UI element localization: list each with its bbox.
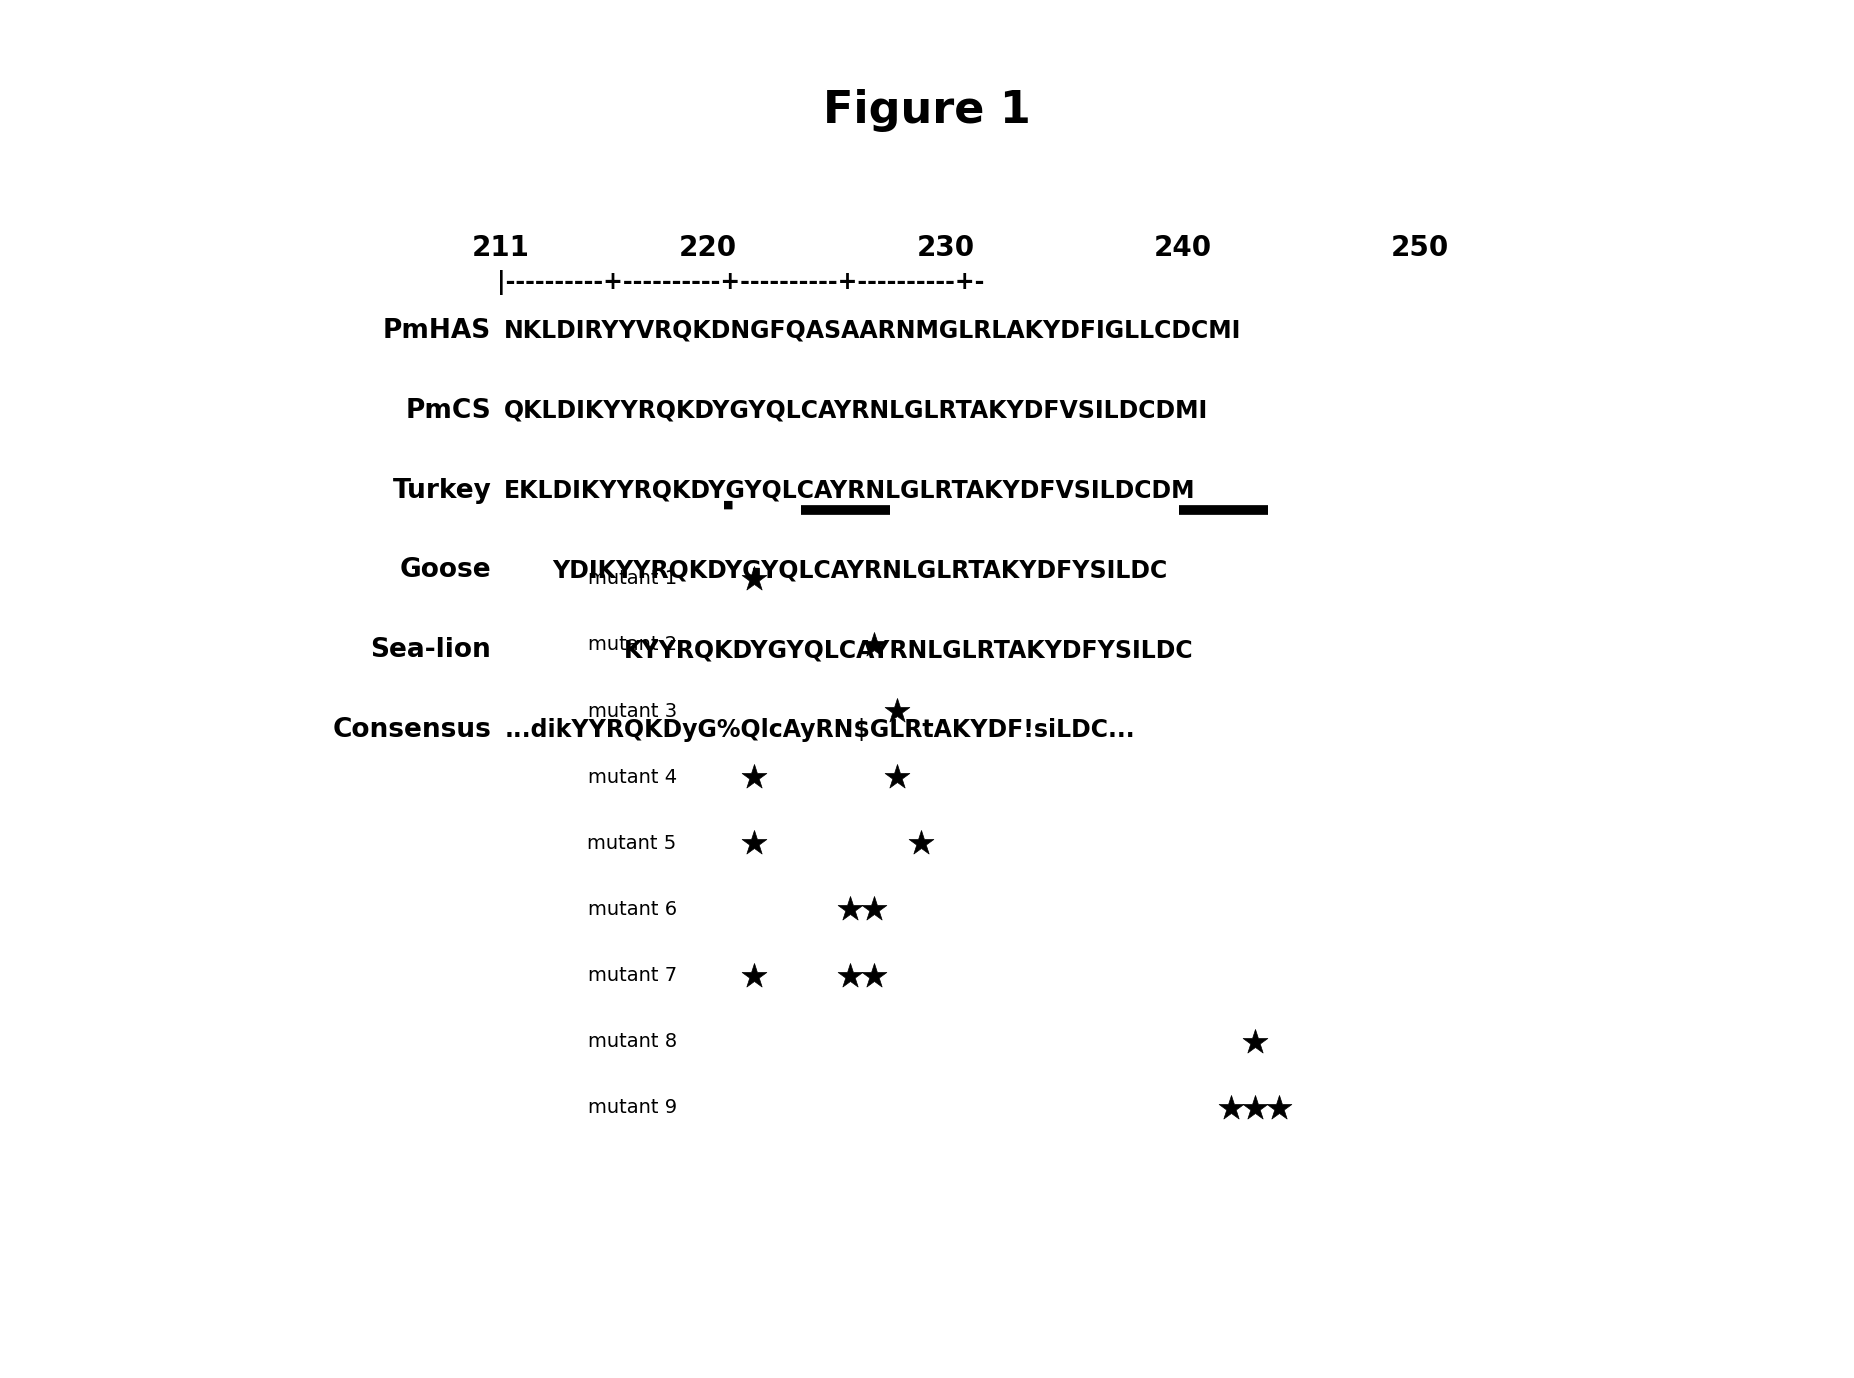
Text: mutant 5: mutant 5 bbox=[588, 834, 677, 853]
Text: mutant 2: mutant 2 bbox=[588, 635, 677, 655]
Point bbox=[858, 634, 888, 656]
Text: mutant 8: mutant 8 bbox=[588, 1032, 677, 1051]
Point bbox=[834, 898, 864, 921]
Text: 240: 240 bbox=[1153, 234, 1213, 262]
Text: mutant 9: mutant 9 bbox=[588, 1098, 677, 1118]
Text: ■: ■ bbox=[723, 499, 734, 510]
Text: PmHAS: PmHAS bbox=[384, 318, 491, 343]
Text: 211: 211 bbox=[471, 234, 530, 262]
Text: Goose: Goose bbox=[400, 558, 491, 583]
Point bbox=[883, 766, 912, 788]
Point bbox=[858, 898, 888, 921]
Point bbox=[740, 965, 769, 987]
Text: Consensus: Consensus bbox=[332, 718, 491, 743]
Point bbox=[740, 766, 769, 788]
Text: EKLDIKYYRQKDYGYQLCAYRNLGLRTAKYDFVSILDCDM: EKLDIKYYRQKDYGYQLCAYRNLGLRTAKYDFVSILDCDM bbox=[504, 478, 1196, 503]
Point bbox=[1240, 1097, 1270, 1119]
Point bbox=[883, 700, 912, 722]
Text: mutant 3: mutant 3 bbox=[588, 701, 677, 721]
Point bbox=[740, 568, 769, 590]
Text: KYYRQKDYGYQLCAYRNLGLRTAKYDFYSILDC: KYYRQKDYGYQLCAYRNLGLRTAKYDFYSILDC bbox=[623, 638, 1192, 663]
Text: 250: 250 bbox=[1390, 234, 1450, 262]
Point bbox=[834, 965, 864, 987]
Point bbox=[1216, 1097, 1246, 1119]
Text: mutant 6: mutant 6 bbox=[588, 900, 677, 919]
Point bbox=[740, 832, 769, 854]
Text: YDIKYYRQKDYGYQLCAYRNLGLRTAKYDFYSILDC: YDIKYYRQKDYGYQLCAYRNLGLRTAKYDFYSILDC bbox=[552, 558, 1168, 583]
Point bbox=[907, 832, 936, 854]
Text: Sea-lion: Sea-lion bbox=[371, 638, 491, 663]
Text: mutant 7: mutant 7 bbox=[588, 966, 677, 985]
Point bbox=[1240, 1031, 1270, 1053]
Text: 230: 230 bbox=[916, 234, 975, 262]
Text: Turkey: Turkey bbox=[393, 478, 491, 503]
Text: 220: 220 bbox=[679, 234, 738, 262]
Text: mutant 1: mutant 1 bbox=[588, 569, 677, 588]
Text: QKLDIKYYRQKDYGYQLCAYRNLGLRTAKYDFVSILDCDMI: QKLDIKYYRQKDYGYQLCAYRNLGLRTAKYDFVSILDCDM… bbox=[504, 398, 1209, 423]
Text: PmCS: PmCS bbox=[406, 398, 491, 423]
Text: NKLDIRYYVRQKDNGFQASAARNMGLRLAKYDFIGLLCDCMI: NKLDIRYYVRQKDNGFQASAARNMGLRLAKYDFIGLLCDC… bbox=[504, 318, 1242, 343]
Point bbox=[858, 965, 888, 987]
Point bbox=[1264, 1097, 1294, 1119]
Text: |----------+----------+----------+----------+-: |----------+----------+----------+------… bbox=[497, 270, 984, 295]
Text: ...dikYYRQKDyG%QlcAyRN$GLRtAKYDF!siLDC...: ...dikYYRQKDyG%QlcAyRN$GLRtAKYDF!siLDC..… bbox=[504, 718, 1135, 743]
Text: Figure 1: Figure 1 bbox=[823, 88, 1031, 132]
Text: mutant 4: mutant 4 bbox=[588, 768, 677, 787]
